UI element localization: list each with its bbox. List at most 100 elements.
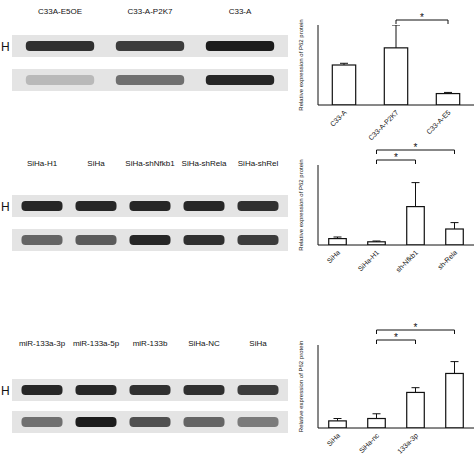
blot-band bbox=[183, 385, 224, 395]
bar bbox=[407, 207, 425, 245]
bar bbox=[332, 65, 355, 105]
bar-chart: Relative expression of P62 protein C33-A C… bbox=[298, 12, 474, 141]
error-bar bbox=[451, 223, 459, 229]
row-label: H bbox=[1, 200, 10, 214]
category-label: SiHa bbox=[326, 432, 342, 448]
blot-band bbox=[206, 41, 274, 51]
category-label: 133a-3p bbox=[396, 432, 420, 456]
error-bar bbox=[373, 241, 381, 243]
error-bar bbox=[392, 25, 400, 48]
blot-band bbox=[21, 417, 62, 427]
error-cap bbox=[412, 387, 420, 388]
bar bbox=[446, 229, 464, 245]
blot-band bbox=[21, 201, 62, 211]
category-label: C33-A-P2K7 bbox=[367, 109, 400, 142]
significance-label: * bbox=[394, 332, 398, 343]
blot-strip bbox=[12, 411, 288, 433]
significance-label: * bbox=[414, 322, 418, 333]
blot-band bbox=[75, 201, 116, 211]
error-line bbox=[454, 223, 455, 229]
x-axis bbox=[318, 428, 474, 429]
blot-panel: miR-133a-3pmiR-133a-5pmiR-133bSiHa-NCSiH… bbox=[1, 339, 288, 433]
category-label: C33-A bbox=[329, 109, 348, 128]
category-label: sh-Nfkb1 bbox=[394, 249, 419, 274]
figure: C33A-E5OE C33-A-P2K7 C33-A H SiHa-H1 SiHa SiHa… bbox=[0, 0, 474, 474]
lane-label: miR-133a-3p bbox=[19, 339, 66, 348]
error-bar bbox=[412, 388, 420, 393]
blot-band bbox=[237, 201, 278, 211]
error-cap bbox=[334, 237, 342, 238]
blot-band bbox=[75, 417, 116, 427]
y-axis-label: Relative expression of P62 protein bbox=[298, 341, 304, 432]
category-label: SiHa-nc bbox=[358, 431, 381, 454]
category-label: C33-A-E5 bbox=[425, 109, 452, 136]
blot-strip bbox=[12, 69, 288, 91]
blot-band bbox=[129, 201, 170, 211]
lane-label: SiHa bbox=[87, 159, 105, 168]
blot-strip bbox=[12, 35, 288, 57]
error-cap bbox=[444, 92, 452, 93]
bar bbox=[384, 48, 407, 105]
row-label: H bbox=[1, 384, 10, 398]
bar bbox=[446, 373, 464, 428]
y-axis bbox=[318, 165, 319, 245]
blot-band bbox=[21, 385, 62, 395]
error-bar bbox=[340, 63, 348, 65]
blot-band bbox=[237, 235, 278, 245]
y-axis bbox=[318, 345, 319, 428]
blot-band bbox=[21, 235, 62, 245]
bar bbox=[407, 392, 425, 428]
lane-label: SiHa-NC bbox=[188, 339, 220, 348]
error-line bbox=[376, 414, 377, 419]
error-cap bbox=[412, 182, 420, 183]
significance-label: * bbox=[414, 142, 418, 153]
lane-label: miR-133a-5p bbox=[73, 339, 120, 348]
error-bar bbox=[334, 419, 342, 421]
blot-band bbox=[183, 417, 224, 427]
lane-label: C33-A-P2K7 bbox=[128, 7, 173, 16]
blot-strip bbox=[12, 379, 288, 401]
error-line bbox=[415, 388, 416, 393]
significance-label: * bbox=[420, 12, 424, 23]
blot-band bbox=[129, 235, 170, 245]
lane-label: miR-133b bbox=[133, 339, 168, 348]
category-label: sh-Rela bbox=[436, 249, 458, 271]
blot-panel: C33A-E5OE C33-A-P2K7 C33-A H bbox=[1, 7, 288, 91]
blot-strip bbox=[12, 229, 288, 251]
error-cap bbox=[392, 25, 400, 26]
lane-label: C33-A bbox=[229, 7, 252, 16]
error-line bbox=[415, 183, 416, 207]
y-axis-label: Relative expression of P62 protein bbox=[298, 19, 304, 110]
error-line bbox=[454, 362, 455, 374]
bar-chart: Relative expression of P62 protein SiHa Si… bbox=[298, 322, 474, 456]
blot-band bbox=[129, 385, 170, 395]
error-cap bbox=[373, 413, 381, 414]
blot-band bbox=[129, 417, 170, 427]
blot-band bbox=[183, 235, 224, 245]
y-axis bbox=[318, 25, 319, 105]
error-cap bbox=[334, 418, 342, 419]
lane-label: SiHa-shRela bbox=[182, 159, 227, 168]
category-label: SiHa-H1 bbox=[357, 249, 381, 273]
error-cap bbox=[451, 361, 459, 362]
bar bbox=[436, 94, 459, 105]
blot-band bbox=[26, 41, 94, 51]
error-bar bbox=[412, 183, 420, 207]
category-label: SiHa bbox=[326, 249, 342, 265]
blot-band bbox=[116, 75, 184, 85]
blot-band bbox=[237, 417, 278, 427]
blot-strip bbox=[12, 195, 288, 217]
blot-band bbox=[75, 385, 116, 395]
bar bbox=[329, 239, 347, 245]
error-bar bbox=[334, 237, 342, 239]
lane-label: C33A-E5OE bbox=[38, 7, 82, 16]
y-axis-label: Relative expression of P62 protein bbox=[298, 159, 304, 250]
blot-band bbox=[237, 385, 278, 395]
row-label: H bbox=[1, 40, 10, 54]
blot-band bbox=[206, 75, 274, 85]
error-cap bbox=[340, 63, 348, 64]
x-axis bbox=[318, 105, 474, 106]
marks bbox=[329, 362, 464, 428]
lane-label: SiHa-H1 bbox=[27, 159, 58, 168]
blot-panel: SiHa-H1SiHaSiHa-shNfkb1SiHa-shRelaSiHa-s… bbox=[1, 159, 288, 251]
